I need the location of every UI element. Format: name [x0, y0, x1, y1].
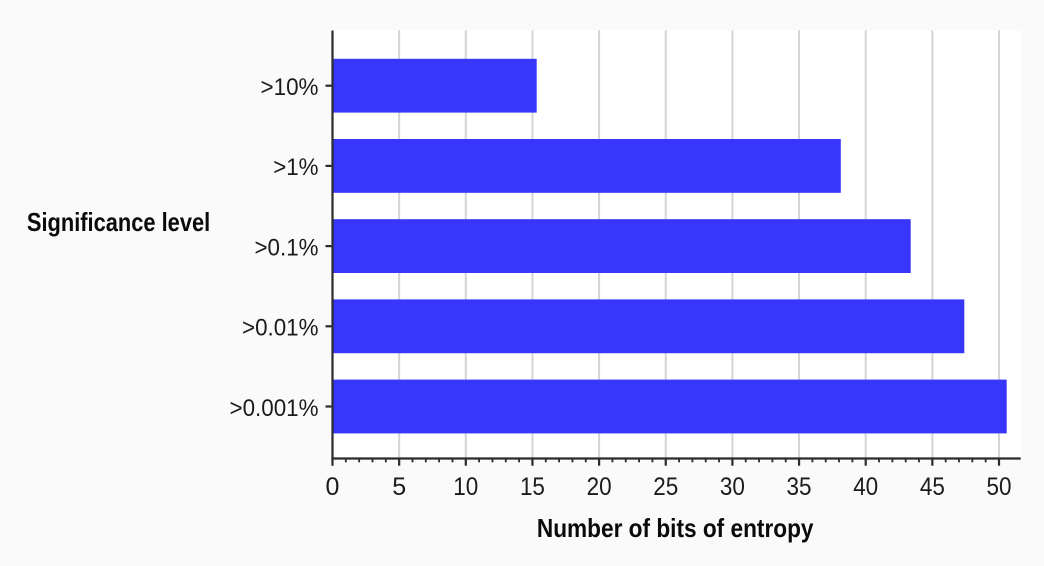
svg-text:10: 10: [453, 473, 478, 501]
svg-text:50: 50: [987, 473, 1012, 501]
svg-text:>0.1%: >0.1%: [255, 234, 319, 261]
svg-text:30: 30: [720, 473, 745, 501]
svg-text:45: 45: [920, 473, 945, 501]
svg-text:40: 40: [853, 473, 878, 501]
svg-text:>0.01%: >0.01%: [242, 315, 319, 342]
svg-text:25: 25: [653, 473, 678, 501]
svg-text:>10%: >10%: [261, 74, 319, 101]
svg-text:>1%: >1%: [273, 154, 318, 181]
svg-text:35: 35: [787, 473, 812, 501]
svg-text:>0.001%: >0.001%: [230, 395, 319, 422]
svg-text:0: 0: [326, 473, 340, 501]
svg-text:Number of bits of entropy: Number of bits of entropy: [537, 513, 814, 543]
svg-text:Significance level: Significance level: [27, 207, 210, 237]
svg-text:5: 5: [392, 473, 406, 501]
svg-text:15: 15: [520, 473, 545, 501]
svg-text:20: 20: [587, 473, 612, 501]
